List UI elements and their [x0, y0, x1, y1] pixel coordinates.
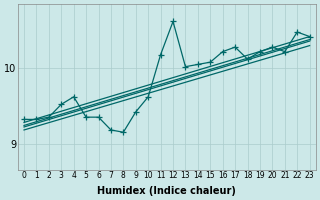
X-axis label: Humidex (Indice chaleur): Humidex (Indice chaleur)	[97, 186, 236, 196]
